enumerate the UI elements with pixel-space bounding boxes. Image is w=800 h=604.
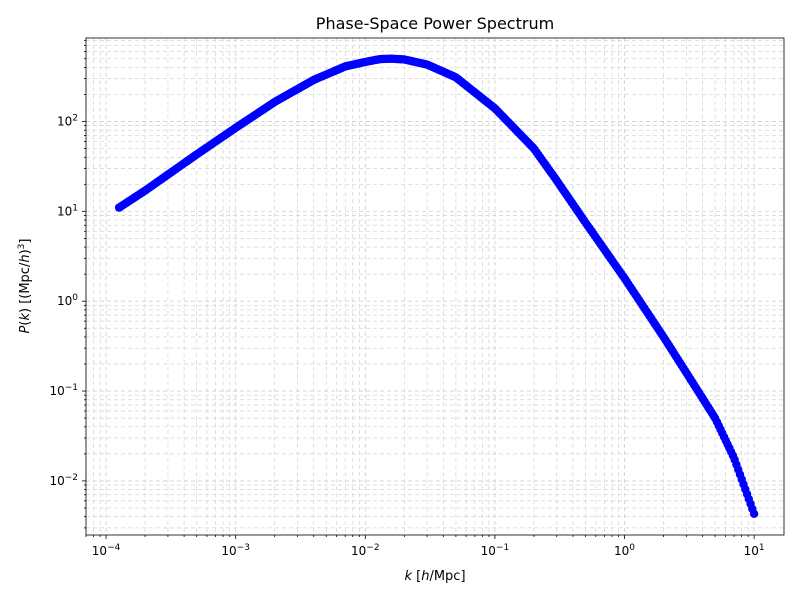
x-axis-label-unit: /Mpc]: [429, 569, 465, 584]
x-axis-label-open: [: [412, 569, 421, 584]
x-tick-label: 101: [744, 543, 765, 558]
x-axis-label-var: k: [404, 569, 412, 584]
x-tick-label-base: 10: [92, 544, 107, 558]
y-tick-label-exp: 1: [72, 203, 78, 213]
y-tick-label-base: 10: [57, 294, 72, 308]
x-tick-label-base: 10: [614, 544, 629, 558]
x-tick-label-exp: −4: [107, 543, 121, 553]
x-tick-label-exp: −2: [366, 543, 379, 553]
data-layer: [114, 54, 759, 519]
x-tick-label-base: 10: [351, 544, 366, 558]
y-axis-label-end: ]: [18, 239, 33, 244]
y-axis-label-k: k: [18, 313, 33, 321]
y-tick-label-base: 10: [57, 204, 72, 218]
x-tick-label-exp: 1: [759, 543, 765, 553]
y-tick-label: 10−1: [49, 383, 78, 398]
x-tick-label: 10−3: [221, 543, 250, 558]
y-axis-label-exp: 3: [17, 244, 27, 250]
x-tick-label-base: 10: [481, 544, 496, 558]
x-tick-label: 10−4: [92, 543, 121, 558]
y-axis-label-close: ): [18, 249, 33, 254]
y-axis-label-var: P: [18, 325, 33, 333]
y-tick-label-base: 10: [49, 384, 64, 398]
y-tick-label-base: 10: [57, 115, 72, 129]
data-point: [749, 509, 759, 519]
y-tick-label-exp: −2: [65, 473, 78, 483]
chart-title: Phase-Space Power Spectrum: [316, 14, 554, 33]
plot-frame: [85, 37, 785, 536]
x-tick-label: 10−2: [351, 543, 380, 558]
y-tick-label-base: 10: [49, 474, 64, 488]
y-tick-label-exp: 2: [72, 114, 78, 124]
y-tick-label: 101: [57, 203, 78, 218]
x-tick-label-base: 10: [744, 544, 759, 558]
x-axis-label: k [h/Mpc]: [404, 569, 465, 584]
x-tick-label: 100: [614, 543, 635, 558]
x-axis-label-h: h: [421, 569, 429, 584]
y-tick-label: 102: [57, 114, 78, 129]
y-tick-label-exp: 0: [72, 293, 78, 303]
x-tick-label-base: 10: [221, 544, 236, 558]
x-tick-label: 10−1: [481, 543, 510, 558]
x-tick-label-exp: 0: [629, 543, 635, 553]
y-tick-label: 100: [57, 293, 78, 308]
x-tick-label-exp: −1: [496, 543, 509, 553]
y-axis-label-h: h: [18, 254, 33, 262]
y-tick-label: 10−2: [49, 473, 78, 488]
y-axis-label-open: (: [18, 321, 33, 326]
y-tick-label-exp: −1: [65, 383, 78, 393]
y-axis-label: P(k) [(Mpc/h)3]: [17, 239, 33, 334]
y-axis-label-unit: ) [(Mpc/: [18, 262, 33, 313]
x-tick-label-exp: −3: [237, 543, 250, 553]
